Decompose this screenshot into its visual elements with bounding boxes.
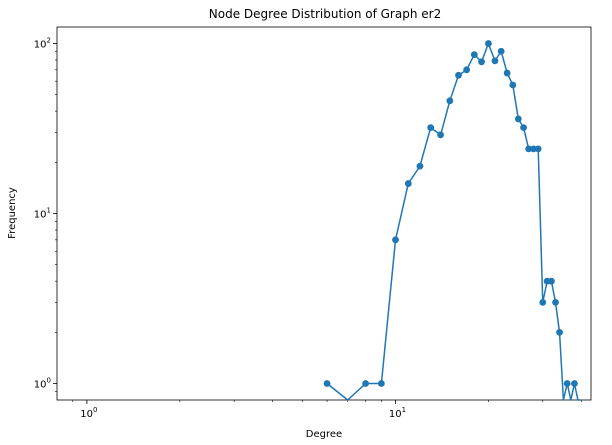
- x-axis-label: Degree: [306, 429, 342, 440]
- data-point: [534, 145, 542, 153]
- data-point: [478, 58, 485, 66]
- data-point: [509, 81, 517, 89]
- data-point: [548, 277, 555, 285]
- data-point: [470, 51, 478, 59]
- y-tick-label: 101: [34, 207, 51, 221]
- data-point: [455, 71, 462, 79]
- data-point: [362, 380, 370, 387]
- x-tick-label: 101: [389, 406, 406, 420]
- data-point: [404, 180, 412, 187]
- data-point: [497, 47, 505, 55]
- data-point: [446, 97, 454, 105]
- x-tick-label: 100: [80, 406, 97, 420]
- data-point: [437, 131, 445, 139]
- series-path: [326, 42, 582, 401]
- data-point: [530, 145, 537, 153]
- data-point: [539, 299, 547, 306]
- data-point: [377, 380, 385, 387]
- data-point: [463, 66, 471, 74]
- chart-title: Node Degree Distribution of Graph er2: [209, 7, 441, 21]
- minor-ticks: [55, 50, 582, 402]
- data-point: [563, 380, 571, 387]
- data-point: [520, 124, 527, 132]
- data-point: [427, 124, 435, 132]
- data-point: [416, 162, 424, 170]
- data-point: [552, 299, 559, 306]
- data-point: [392, 236, 399, 244]
- series-line: [323, 40, 582, 401]
- y-tick-label: 102: [34, 36, 51, 50]
- major-ticks: 100 101 100 101 102: [34, 36, 406, 420]
- series-layer: [323, 40, 582, 401]
- y-axis-label: Frequency: [7, 187, 18, 239]
- data-point: [491, 57, 499, 65]
- data-point: [525, 145, 533, 153]
- data-point: [323, 380, 331, 387]
- data-point: [485, 40, 492, 47]
- y-tick-label: 100: [34, 377, 51, 391]
- data-point: [556, 328, 563, 336]
- data-point: [571, 380, 578, 387]
- data-point: [514, 115, 522, 123]
- data-point: [503, 69, 511, 77]
